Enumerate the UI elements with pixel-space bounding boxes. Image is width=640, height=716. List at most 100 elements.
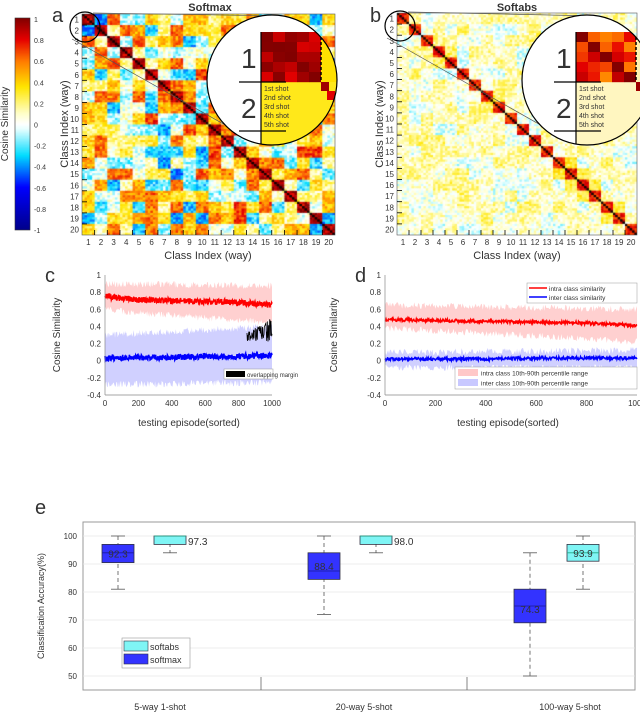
x-tick-label: 2 [413,238,418,247]
e-ylabel: Classification Accuracy(%) [36,553,46,659]
mean-value-label: 92.3 [108,550,128,561]
x-tick-label: 19 [312,238,321,247]
x-tick-label: 14 [248,238,257,247]
x-tick-label: 400 [165,399,179,408]
y-tick-label: 17 [70,192,79,201]
legend-swatch [123,640,149,652]
colorbar-tick-label: -1 [34,228,40,235]
softmax-title: Softmax [188,2,232,14]
inset-shot-label: 4th shot [264,113,289,120]
inset-cell [624,32,637,43]
panel-label-a: a [52,5,64,27]
inset-cell [588,62,601,73]
zoom-source-circle [69,11,101,43]
x-tick-label: 600 [199,399,213,408]
inset-class-label: 1 [241,43,257,74]
mean-value-label: 74.3 [520,605,540,616]
inset-cell [612,42,625,53]
y-tick-label: 8 [75,93,80,102]
y-tick-label: 1 [75,16,80,25]
y-tick-label: 16 [385,181,394,190]
mean-value-label: 88.4 [314,562,334,573]
inset-cell [285,32,298,43]
inset-cell [261,32,274,43]
zoom-inset [554,32,640,145]
x-tick-label: 200 [132,399,146,408]
d-xlabel: testing episode(sorted) [457,418,559,429]
x-tick-label: 800 [580,399,594,408]
inset-cell [297,62,310,73]
legend-c [223,368,274,380]
x-tick-label: 16 [274,238,283,247]
inset-cell [576,62,589,73]
zoom-connector [386,37,568,141]
panel-label-d: d [355,265,366,287]
x-tick-label: 0 [103,399,108,408]
x-tick-label: 0 [383,399,388,408]
inset-class-label: 1 [556,43,572,74]
y-tick-label: 1 [377,271,382,280]
x-tick-label: 15 [261,238,270,247]
x-tick-label: 13 [236,238,245,247]
legend-label: inter class similarity [549,295,606,302]
inset-shot-label: 1st shot [264,86,289,93]
x-tick-label: 5 [137,238,142,247]
panel-label-c: c [45,265,55,287]
x-tick-label: 9 [497,238,502,247]
inset-cell [588,52,601,63]
zoom-connector [71,38,253,141]
mean-similarity-line [104,293,273,310]
inset-offblock [321,32,337,82]
x-tick-label: 600 [530,399,544,408]
y-tick-label: 0.2 [90,340,102,349]
colorbar-tick-label: -0.6 [34,186,46,193]
inset-cell [297,52,310,63]
inset-cell [309,72,322,83]
x-tick-label: 20 [627,238,636,247]
y-tick-label: 4 [390,48,395,57]
x-tick-label: 5-way 1-shot [134,702,186,712]
x-tick-label: 4 [437,238,442,247]
zoom-source-circle [384,10,416,42]
y-tick-label: 19 [385,214,394,223]
percentile-band [385,301,637,345]
x-tick-label: 7 [162,238,167,247]
inset-cell [624,52,637,63]
x-tick-label: 11 [211,238,220,247]
x-tick-label: 18 [299,238,308,247]
inset-class2-cell [327,91,335,100]
x-tick-label: 9 [187,238,192,247]
y-tick-label: 20 [70,225,79,234]
inset-cell [588,72,601,83]
colorbar-tick-label: 0 [34,123,38,130]
x-tick-label: 1000 [263,399,281,408]
y-tick-label: 13 [385,148,394,157]
y-tick-label: 4 [75,49,80,58]
inset-cell [309,62,322,73]
inset-cell [600,52,613,63]
inset-cell [273,62,286,73]
legend-swatch [458,379,478,386]
y-tick-label: 5 [75,60,80,69]
y-tick-label: 70 [68,616,77,625]
y-tick-label: 8 [390,92,395,101]
y-tick-label: 18 [70,203,79,212]
y-tick-label: 16 [70,181,79,190]
x-tick-label: 5 [449,238,454,247]
y-tick-label: 0.6 [90,305,102,314]
x-tick-label: 20-way 5-shot [336,702,393,712]
inset-cell [576,32,589,43]
y-tick-label: 6 [75,71,80,80]
y-tick-label: 0 [97,357,102,366]
zoom-inset-circle [206,14,338,146]
inset-shot-label: 5th shot [579,122,604,129]
y-tick-label: 15 [70,170,79,179]
colorbar-tick-label: 0.8 [34,38,44,45]
x-tick-label: 8 [485,238,490,247]
inset-cell [576,52,589,63]
colorbar-tick-label: -0.8 [34,207,46,214]
colorbar-tick-label: -0.2 [34,144,46,151]
mean-value-label: 97.3 [188,537,208,548]
y-tick-label: -0.4 [367,391,381,400]
